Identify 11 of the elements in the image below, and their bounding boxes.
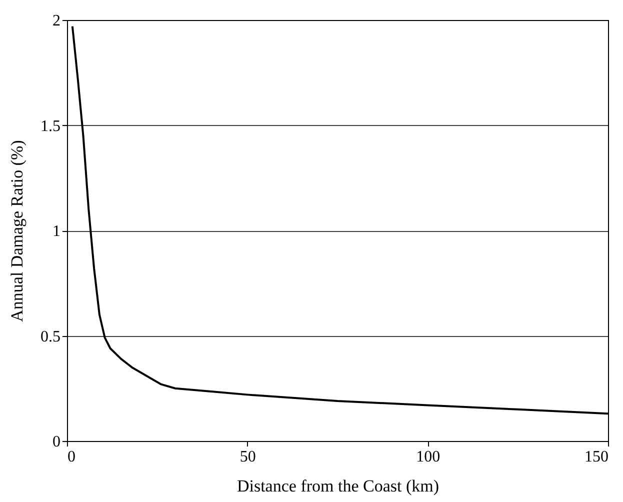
x-tick-label: 150 (584, 448, 608, 466)
y-tick-label: 2 (52, 12, 60, 30)
x-tick-label: 50 (240, 448, 256, 466)
y-tick-label: 0.5 (40, 328, 60, 346)
x-axis-title: Distance from the Coast (km) (236, 476, 440, 496)
x-tick-label: 100 (416, 448, 440, 466)
y-tick-label: 1 (52, 223, 60, 240)
y-tick-label: 0 (52, 434, 60, 450)
y-axis-title: Annual Damage Ratio (%) (8, 140, 26, 322)
y-tick-label: 1.5 (40, 118, 60, 135)
x-tick-label: 0 (68, 448, 76, 466)
